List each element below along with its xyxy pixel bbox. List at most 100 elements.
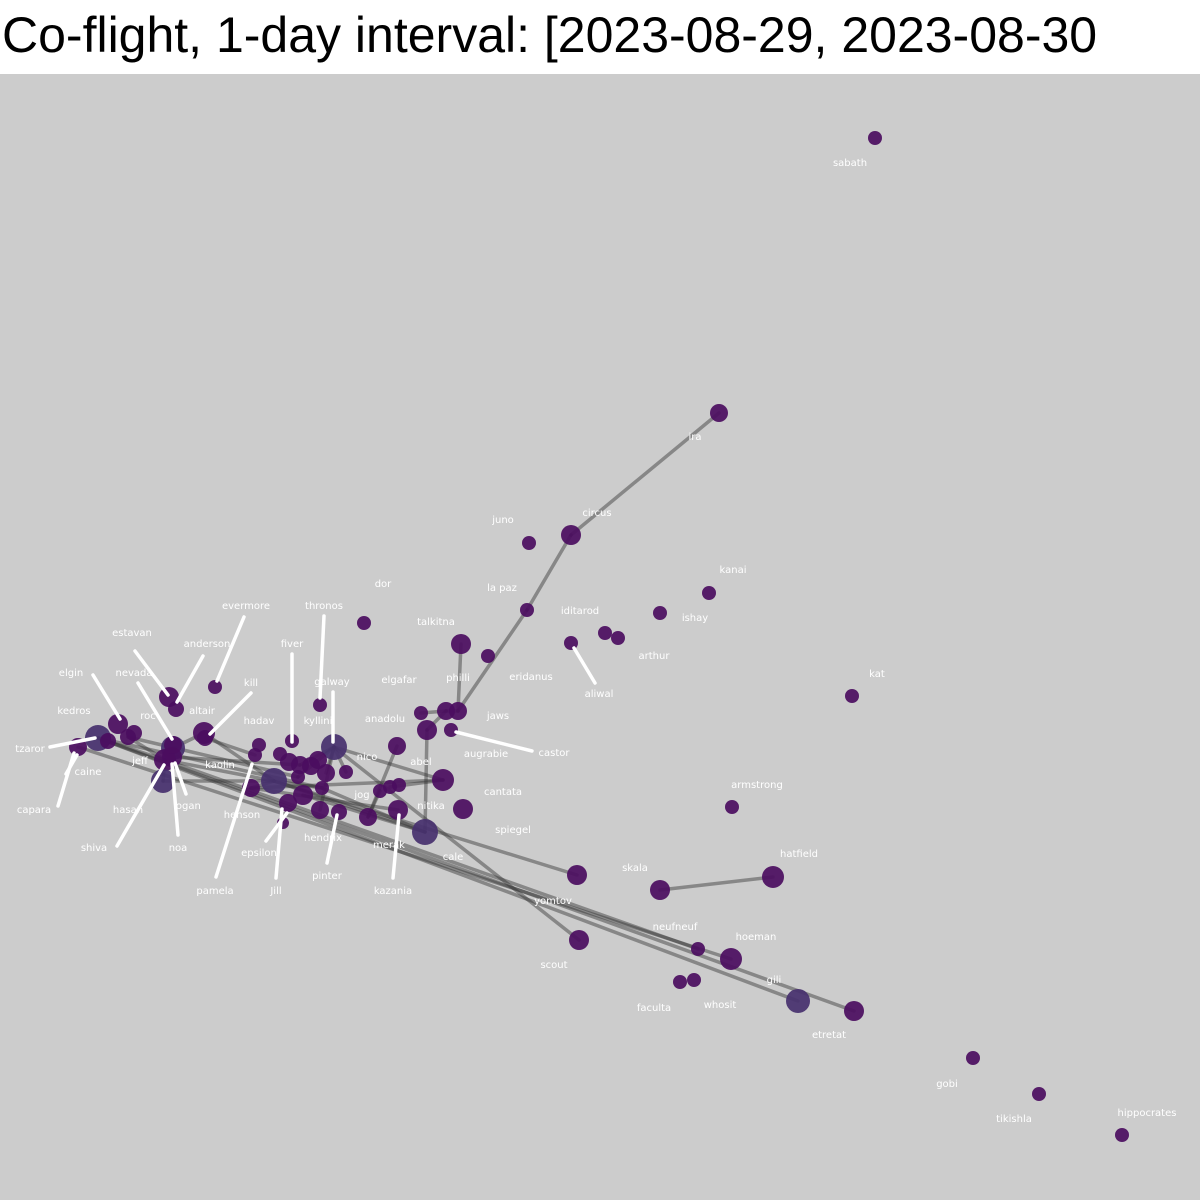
node-cantata[interactable] [432,769,454,791]
node-label-etretat: etretat [812,1030,846,1041]
node-label-logan: logan [173,801,201,812]
leader-line-noa [170,762,180,837]
node-u17[interactable] [302,757,320,775]
node-label-gobi: gobi [936,1079,958,1090]
node-pinter[interactable] [331,804,347,820]
node-talkitna[interactable] [451,634,471,654]
edge-kedros-gili [96,736,800,1003]
node-label-hippocrates: hippocrates [1118,1108,1177,1119]
node-u1[interactable] [293,785,313,805]
node-faculta[interactable] [673,975,687,989]
leader-line-aliwal [572,646,597,685]
node-jog[interactable] [359,808,377,826]
node-u13[interactable] [392,778,406,792]
node-label-gili: gili [767,975,782,986]
node-etretat[interactable] [844,1001,864,1021]
node-la-paz[interactable] [520,603,534,617]
node-label-hasan: hasan [113,805,143,816]
node-elgafar[interactable] [437,702,455,720]
edge-hatfield-skala [658,875,775,892]
node-gobi[interactable] [966,1051,980,1065]
node-ishay[interactable] [653,606,667,620]
node-arthur[interactable] [611,631,625,645]
node-label-epsilon: epsilon [241,848,277,859]
node-label-arthur: arthur [639,651,671,662]
node-label-pinter: pinter [312,871,343,882]
node-dor[interactable] [357,616,371,630]
node-u16[interactable] [164,736,182,754]
node-label-dor: dor [375,579,392,590]
node-label-yomtov: yomtov [534,896,572,907]
node-label-merak: merak [373,840,405,851]
node-hatfield[interactable] [762,866,784,888]
node-evermore[interactable] [208,680,222,694]
node-label-hendrix: hendrix [304,833,342,844]
edge-tzaror-hoeman [76,745,733,961]
node-u7[interactable] [248,748,262,762]
node-augrabie[interactable] [444,723,458,737]
edge-altair-kaolin [202,731,276,783]
node-u4[interactable] [315,781,329,795]
leader-line-pinter [325,813,339,865]
node-iditarod[interactable] [598,626,612,640]
node-label-estavan: estavan [112,628,152,639]
node-whosit[interactable] [687,973,701,987]
node-kaolin[interactable] [261,768,287,794]
node-skala[interactable] [650,880,670,900]
node-u9[interactable] [317,764,335,782]
node-jill[interactable] [279,794,297,812]
node-kat[interactable] [845,689,859,703]
node-jaws[interactable] [414,706,428,720]
node-label-jog: jog [353,790,369,801]
leader-line-castor [454,730,534,753]
node-u6[interactable] [291,770,305,784]
node-sabath[interactable] [868,131,882,145]
node-yomtov[interactable] [567,865,587,885]
network-graph: sabath ira circus juno la paz dor kanai ishay id… [0,74,1200,1200]
node-u14[interactable] [100,733,116,749]
node-abel[interactable] [388,737,406,755]
node-hendrix[interactable] [311,801,329,819]
leader-line-pamela [214,762,254,879]
node-eridanus[interactable] [481,649,495,663]
node-hoeman[interactable] [720,948,742,970]
leader-line-tzaror [48,736,97,749]
node-anadolu[interactable] [417,720,437,740]
node-armstrong[interactable] [725,800,739,814]
node-label-hadav: hadav [244,716,275,727]
node-ira[interactable] [710,404,728,422]
node-label-kaolin: kaolin [205,760,235,771]
edge-anadolu-cale [423,728,429,834]
node-label-augrabie: augrabie [464,749,508,760]
node-u15[interactable] [126,725,142,741]
node-elgin[interactable] [108,714,128,734]
node-cale[interactable] [412,819,438,845]
edge-galway-scout [332,745,581,942]
node-nico[interactable] [339,765,353,779]
node-tikishla[interactable] [1032,1087,1046,1101]
node-juno[interactable] [522,536,536,550]
node-u12[interactable] [273,747,287,761]
node-kyllini[interactable] [313,698,327,712]
node-gili[interactable] [786,989,810,1013]
node-label-eridanus: eridanus [509,672,552,683]
node-circus[interactable] [561,525,581,545]
node-label-caine: caine [75,767,102,778]
node-label-elgin: elgin [59,668,83,679]
node-label-neufneuf: neufneuf [653,922,698,933]
edge-jeff-kaolin [163,758,276,783]
node-neufneuf[interactable] [691,942,705,956]
node-scout[interactable] [569,930,589,950]
node-nitika[interactable] [453,799,473,819]
node-label-kyllini: kyllini [304,716,333,727]
node-altair[interactable] [193,722,215,744]
node-label-jill: Jill [269,886,281,897]
node-merak[interactable] [388,800,408,820]
node-kanai[interactable] [702,586,716,600]
node-label-talkitna: talkitna [417,617,455,628]
edge-talkitna-philli [456,642,463,713]
node-label-nevada: nevada [115,668,152,679]
node-hippocrates[interactable] [1115,1128,1129,1142]
node-estavan[interactable] [159,687,179,707]
node-galway[interactable] [321,734,347,760]
